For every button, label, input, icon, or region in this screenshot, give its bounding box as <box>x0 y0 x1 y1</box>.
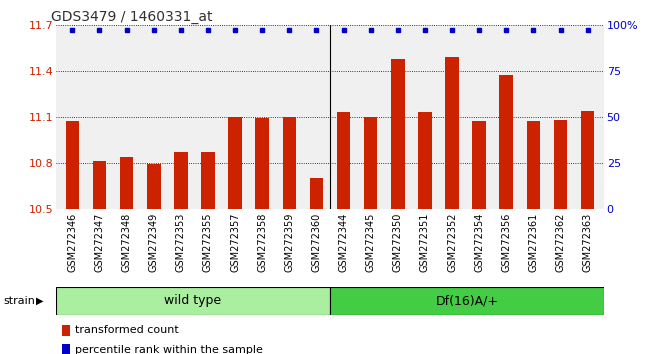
Text: GSM272352: GSM272352 <box>447 213 457 272</box>
Bar <box>527 121 540 209</box>
Text: ▶: ▶ <box>36 296 44 306</box>
Text: GDS3479 / 1460331_at: GDS3479 / 1460331_at <box>51 10 212 24</box>
Text: GSM272351: GSM272351 <box>420 213 430 272</box>
Bar <box>255 118 269 209</box>
Bar <box>61 344 70 354</box>
Bar <box>92 161 106 209</box>
Bar <box>581 111 595 209</box>
Bar <box>147 164 160 209</box>
Text: GSM272358: GSM272358 <box>257 213 267 272</box>
Text: GSM272349: GSM272349 <box>148 213 158 272</box>
Bar <box>391 58 405 209</box>
Text: GSM272346: GSM272346 <box>67 213 77 272</box>
Bar <box>364 117 378 209</box>
Text: GSM272361: GSM272361 <box>529 213 539 272</box>
Bar <box>174 152 187 209</box>
Text: GSM272357: GSM272357 <box>230 213 240 272</box>
Bar <box>330 287 604 315</box>
Text: GSM272362: GSM272362 <box>556 213 566 272</box>
Text: GSM272347: GSM272347 <box>94 213 104 272</box>
Text: wild type: wild type <box>164 295 222 307</box>
Text: Df(16)A/+: Df(16)A/+ <box>436 295 498 307</box>
Text: GSM272345: GSM272345 <box>366 213 376 272</box>
Bar <box>120 157 133 209</box>
Bar <box>65 121 79 209</box>
Text: GSM272359: GSM272359 <box>284 213 294 272</box>
Text: GSM272355: GSM272355 <box>203 213 213 272</box>
Bar <box>56 287 330 315</box>
Bar <box>554 120 568 209</box>
Text: GSM272360: GSM272360 <box>312 213 321 272</box>
Text: GSM272356: GSM272356 <box>502 213 512 272</box>
Bar <box>61 325 70 336</box>
Bar <box>310 178 323 209</box>
Bar <box>337 112 350 209</box>
Text: GSM272363: GSM272363 <box>583 213 593 272</box>
Text: GSM272353: GSM272353 <box>176 213 186 272</box>
Text: percentile rank within the sample: percentile rank within the sample <box>75 344 263 354</box>
Bar <box>418 112 432 209</box>
Bar <box>228 117 242 209</box>
Text: transformed count: transformed count <box>75 325 179 336</box>
Text: GSM272350: GSM272350 <box>393 213 403 272</box>
Bar <box>282 117 296 209</box>
Bar <box>201 152 214 209</box>
Text: GSM272344: GSM272344 <box>339 213 348 272</box>
Text: strain: strain <box>3 296 35 306</box>
Bar <box>473 121 486 209</box>
Bar <box>500 75 513 209</box>
Text: GSM272348: GSM272348 <box>121 213 131 272</box>
Text: GSM272354: GSM272354 <box>474 213 484 272</box>
Bar <box>446 57 459 209</box>
